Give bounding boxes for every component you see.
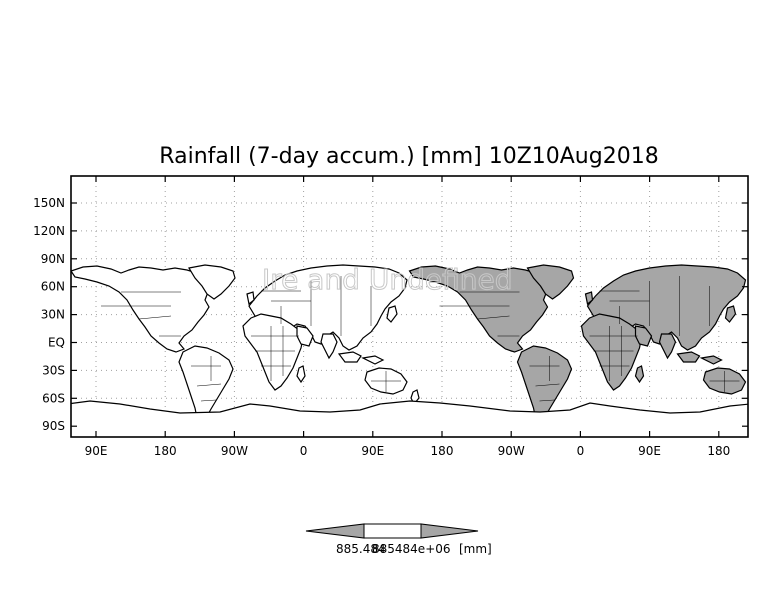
longitude-axis: 90E 180 90W 0 90E 180 90W 0 90E 180 xyxy=(85,176,730,458)
lon-tick-label: 180 xyxy=(707,444,730,458)
colorbar: 885.484 885484e+06 [mm] xyxy=(305,523,492,556)
lon-tick-label: 90W xyxy=(498,444,525,458)
lat-tick-label: 30S xyxy=(42,363,65,377)
colorbar-value-label: 885.484 xyxy=(336,542,386,556)
lon-tick-label: 90E xyxy=(85,444,108,458)
lat-tick-label: 30N xyxy=(41,308,65,322)
colorbar-unit-label: [mm] xyxy=(459,542,492,556)
lat-tick-label: 60S xyxy=(42,391,65,405)
colorbar-overlap-label: 885484e+06 xyxy=(372,542,451,556)
lon-tick-label: 0 xyxy=(300,444,308,458)
lon-tick-label: 90E xyxy=(361,444,384,458)
lon-tick-label: 0 xyxy=(577,444,585,458)
antarctica xyxy=(71,400,748,437)
colorbar-center-box xyxy=(363,523,422,539)
lon-tick-label: 90E xyxy=(638,444,661,458)
lon-tick-label: 180 xyxy=(154,444,177,458)
lon-tick-label: 90W xyxy=(221,444,248,458)
world-copy-edge xyxy=(747,264,748,425)
watermark-text: Ire and Undefined xyxy=(262,263,512,296)
lon-tick-label: 180 xyxy=(431,444,454,458)
lat-tick-label: EQ xyxy=(48,336,65,350)
lat-tick-label: 90N xyxy=(41,252,65,266)
map-frame xyxy=(70,175,749,438)
lat-tick-label: 120N xyxy=(33,224,65,238)
latitude-axis: 150N 120N 90N 60N 30N EQ 30S 60S 90S xyxy=(33,196,748,433)
lat-tick-label: 150N xyxy=(33,196,65,210)
map-area: Ire and Undefined xyxy=(71,176,748,437)
lat-tick-label: 90S xyxy=(42,419,65,433)
colorbar-left-arrow xyxy=(305,523,365,539)
lat-tick-label: 60N xyxy=(41,280,65,294)
colorbar-right-arrow xyxy=(420,523,479,539)
map-title: Rainfall (7-day accum.) [mm] 10Z10Aug201… xyxy=(159,144,658,169)
